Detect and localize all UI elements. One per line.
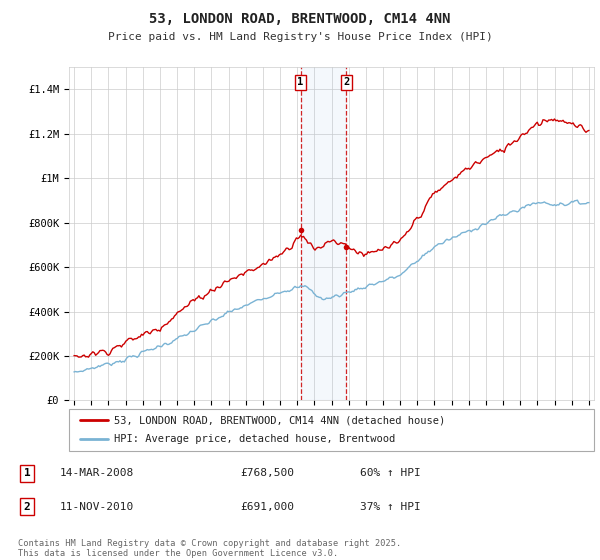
Text: 37% ↑ HPI: 37% ↑ HPI	[360, 502, 421, 512]
Text: 53, LONDON ROAD, BRENTWOOD, CM14 4NN (detached house): 53, LONDON ROAD, BRENTWOOD, CM14 4NN (de…	[113, 415, 445, 425]
Text: 1: 1	[23, 468, 31, 478]
Text: HPI: Average price, detached house, Brentwood: HPI: Average price, detached house, Bren…	[113, 435, 395, 445]
Text: Price paid vs. HM Land Registry's House Price Index (HPI): Price paid vs. HM Land Registry's House …	[107, 32, 493, 42]
Text: Contains HM Land Registry data © Crown copyright and database right 2025.
This d: Contains HM Land Registry data © Crown c…	[18, 539, 401, 558]
Text: 1: 1	[298, 77, 304, 87]
Text: 53, LONDON ROAD, BRENTWOOD, CM14 4NN: 53, LONDON ROAD, BRENTWOOD, CM14 4NN	[149, 12, 451, 26]
Text: 2: 2	[23, 502, 31, 512]
Text: 14-MAR-2008: 14-MAR-2008	[60, 468, 134, 478]
Text: 11-NOV-2010: 11-NOV-2010	[60, 502, 134, 512]
Text: £768,500: £768,500	[240, 468, 294, 478]
Text: 2: 2	[343, 77, 350, 87]
Text: £691,000: £691,000	[240, 502, 294, 512]
Text: 60% ↑ HPI: 60% ↑ HPI	[360, 468, 421, 478]
Bar	[301, 67, 346, 400]
